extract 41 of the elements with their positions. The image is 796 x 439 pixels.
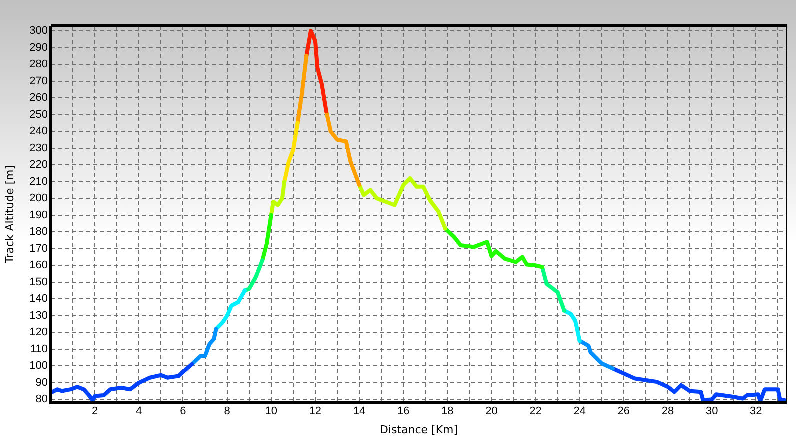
x-tick-label: 30	[706, 406, 718, 418]
x-tick-label: 12	[309, 406, 322, 418]
y-tick-label: 230	[30, 142, 48, 154]
y-tick-label: 80	[36, 394, 48, 406]
x-tick-label: 26	[618, 406, 630, 418]
y-tick-label: 290	[30, 42, 48, 54]
x-tick-label: 22	[530, 406, 542, 418]
y-tick-label: 90	[36, 376, 48, 389]
y-tick-label: 130	[30, 310, 48, 322]
x-tick-label: 4	[136, 406, 142, 418]
y-tick-label: 270	[30, 75, 48, 88]
y-tick-label: 200	[30, 192, 48, 205]
y-tick-label: 220	[30, 159, 48, 172]
y-tick-label: 190	[30, 209, 48, 222]
y-tick-label: 210	[30, 176, 48, 188]
y-tick-label: 120	[30, 326, 48, 339]
y-tick-label: 160	[30, 260, 48, 272]
y-tick-label: 180	[30, 226, 48, 238]
y-tick-label: 150	[30, 276, 48, 288]
x-tick-label: 2	[92, 406, 98, 418]
y-tick-label: 250	[30, 108, 48, 121]
y-axis-title: Track Altitude [m]	[3, 165, 16, 265]
y-tick-label: 170	[30, 242, 48, 255]
y-tick-label: 300	[30, 25, 48, 38]
x-tick-label: 18	[442, 406, 454, 418]
x-tick-label: 6	[180, 406, 186, 418]
x-tick-label: 8	[224, 406, 230, 418]
x-tick-label: 24	[574, 406, 586, 418]
x-tick-label: 16	[397, 406, 410, 418]
y-tick-label: 140	[30, 293, 48, 306]
y-tick-label: 110	[30, 343, 48, 356]
x-axis-title: Distance [Km]	[380, 423, 458, 436]
y-tick-label: 260	[30, 92, 48, 104]
y-tick-label: 240	[30, 126, 48, 138]
x-tick-label: 28	[662, 406, 674, 418]
y-tick-label: 100	[30, 360, 48, 372]
x-tick-label: 20	[486, 406, 498, 418]
x-tick-label: 32	[750, 406, 762, 418]
x-tick-label: 10	[265, 406, 278, 418]
y-tick-label: 280	[30, 58, 48, 71]
x-tick-label: 14	[353, 406, 366, 418]
